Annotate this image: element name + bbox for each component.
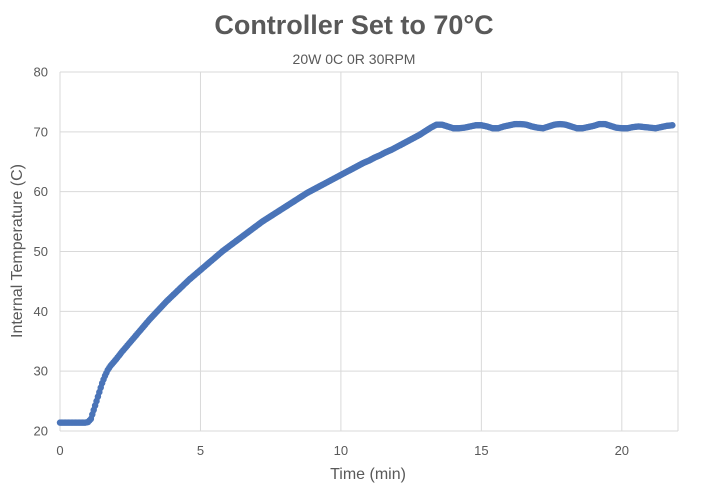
y-tick-label: 20 [34,424,48,439]
x-tick-label: 5 [197,443,204,458]
y-tick-label: 70 [34,124,48,139]
y-axis-title: Internal Temperature (C) [9,164,26,338]
x-axis-ticks: 0 5 10 15 20 [56,443,629,458]
chart-subtitle: 20W 0C 0R 30RPM [292,51,416,67]
chart-title: Controller Set to 70°C [214,10,494,40]
y-tick-label: 40 [34,304,48,319]
x-tick-label: 0 [56,443,63,458]
x-tick-label: 20 [615,443,629,458]
x-tick-label: 15 [474,443,488,458]
y-axis-ticks: 20 30 40 50 60 70 80 [34,65,48,439]
gridlines [59,71,679,432]
series-line [57,121,675,426]
y-tick-label: 60 [34,184,48,199]
y-tick-label: 80 [34,65,48,80]
x-tick-label: 10 [334,443,348,458]
y-tick-label: 50 [34,244,48,259]
y-tick-label: 30 [34,364,48,379]
data-point [669,122,676,129]
series-group [56,120,676,426]
x-axis-title: Time (min) [330,466,406,483]
